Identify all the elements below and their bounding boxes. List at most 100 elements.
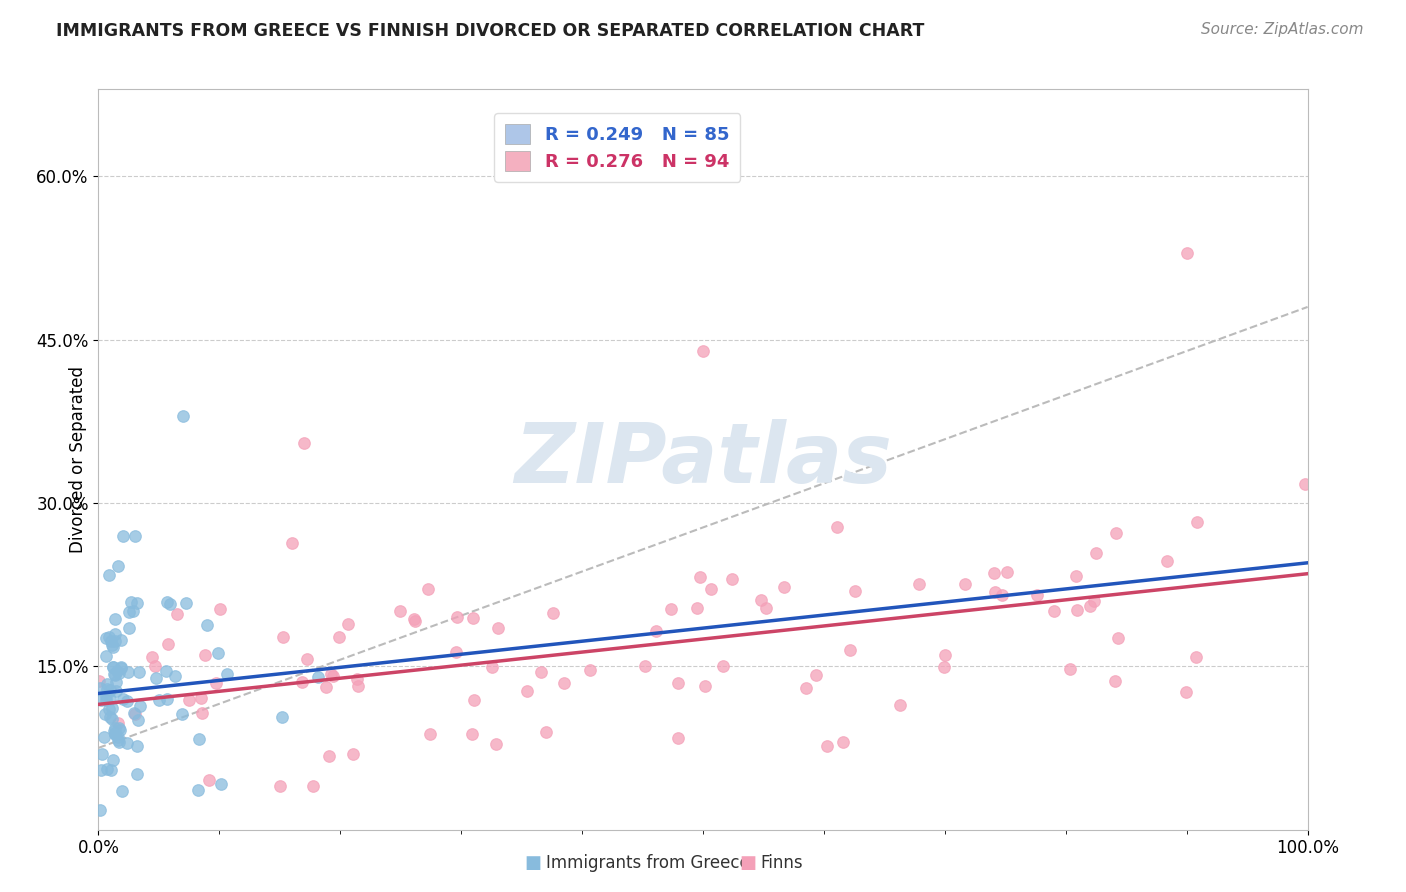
Point bbox=[115, 736, 138, 750]
Point bbox=[749, 592, 772, 607]
Point bbox=[481, 660, 503, 674]
Point bbox=[122, 604, 145, 618]
Point bbox=[404, 614, 426, 628]
Point bbox=[111, 692, 134, 706]
Text: ZIPatlas: ZIPatlas bbox=[515, 419, 891, 500]
Point bbox=[148, 692, 170, 706]
Point bbox=[693, 679, 716, 693]
Point bbox=[1064, 569, 1087, 583]
Point bbox=[145, 671, 167, 685]
Point bbox=[103, 660, 125, 674]
Point bbox=[127, 739, 149, 754]
Point bbox=[141, 650, 163, 665]
Point bbox=[215, 667, 238, 681]
Point bbox=[419, 727, 441, 741]
Point bbox=[269, 779, 291, 793]
Point bbox=[530, 665, 553, 679]
Point bbox=[120, 595, 142, 609]
Point bbox=[100, 638, 122, 652]
Point bbox=[815, 739, 838, 753]
Point bbox=[388, 604, 411, 618]
Point bbox=[174, 596, 197, 610]
Point bbox=[553, 676, 575, 690]
Point bbox=[302, 779, 325, 793]
Point bbox=[156, 595, 179, 609]
Point bbox=[534, 724, 557, 739]
Point bbox=[104, 634, 127, 648]
Point bbox=[108, 723, 131, 737]
Point bbox=[484, 737, 506, 751]
Point bbox=[908, 577, 931, 591]
Point bbox=[89, 803, 111, 817]
Point bbox=[328, 630, 350, 644]
Point bbox=[1175, 245, 1198, 260]
Point bbox=[156, 692, 179, 706]
Text: Source: ZipAtlas.com: Source: ZipAtlas.com bbox=[1201, 22, 1364, 37]
Point bbox=[107, 715, 129, 730]
Point bbox=[806, 668, 828, 682]
Point bbox=[110, 660, 132, 674]
Point bbox=[129, 698, 152, 713]
Point bbox=[953, 577, 976, 591]
Point bbox=[156, 637, 179, 651]
Point bbox=[100, 634, 122, 648]
Point bbox=[659, 602, 682, 616]
Point bbox=[96, 690, 118, 704]
Point bbox=[96, 763, 118, 777]
Point bbox=[143, 658, 166, 673]
Text: Finns: Finns bbox=[761, 855, 803, 872]
Point bbox=[107, 730, 129, 744]
Point bbox=[541, 607, 564, 621]
Point bbox=[689, 570, 711, 584]
Legend: R = 0.249   N = 85, R = 0.276   N = 94: R = 0.249 N = 85, R = 0.276 N = 94 bbox=[495, 113, 741, 182]
Point bbox=[291, 675, 314, 690]
Point bbox=[205, 676, 228, 690]
Point bbox=[1026, 588, 1049, 602]
Point bbox=[1085, 546, 1108, 560]
Point bbox=[104, 626, 127, 640]
Point bbox=[342, 747, 364, 761]
Point bbox=[98, 682, 121, 697]
Point bbox=[1295, 477, 1317, 491]
Point bbox=[159, 597, 181, 611]
Point bbox=[90, 693, 112, 707]
Point bbox=[666, 675, 689, 690]
Point bbox=[1083, 594, 1105, 608]
Text: ■: ■ bbox=[524, 855, 541, 872]
Point bbox=[1104, 673, 1126, 688]
Point bbox=[995, 565, 1018, 579]
Point bbox=[516, 684, 538, 698]
Point bbox=[105, 664, 128, 678]
Point bbox=[270, 710, 292, 724]
Point bbox=[446, 609, 468, 624]
Point bbox=[96, 682, 118, 697]
Point bbox=[104, 727, 127, 741]
Point bbox=[90, 764, 112, 778]
Point bbox=[486, 621, 509, 635]
Point bbox=[104, 726, 127, 740]
Point bbox=[831, 735, 853, 749]
Point bbox=[319, 667, 342, 681]
Point bbox=[686, 601, 709, 615]
Text: IMMIGRANTS FROM GREECE VS FINNISH DIVORCED OR SEPARATED CORRELATION CHART: IMMIGRANTS FROM GREECE VS FINNISH DIVORC… bbox=[56, 22, 925, 40]
Point bbox=[98, 710, 121, 724]
Point bbox=[97, 630, 120, 644]
Point bbox=[645, 624, 668, 638]
Point bbox=[170, 706, 193, 721]
Point bbox=[93, 730, 115, 744]
Point bbox=[1185, 516, 1208, 530]
Point bbox=[107, 732, 129, 747]
Point bbox=[721, 573, 744, 587]
Point bbox=[93, 706, 115, 721]
Point bbox=[984, 585, 1007, 599]
Point bbox=[337, 616, 360, 631]
Point bbox=[318, 748, 340, 763]
Point bbox=[463, 693, 485, 707]
Point bbox=[209, 777, 232, 791]
Point bbox=[755, 601, 778, 615]
Point bbox=[107, 559, 129, 574]
Point bbox=[111, 528, 134, 542]
Point bbox=[1105, 526, 1128, 541]
Point bbox=[101, 753, 124, 767]
Point bbox=[89, 681, 111, 695]
